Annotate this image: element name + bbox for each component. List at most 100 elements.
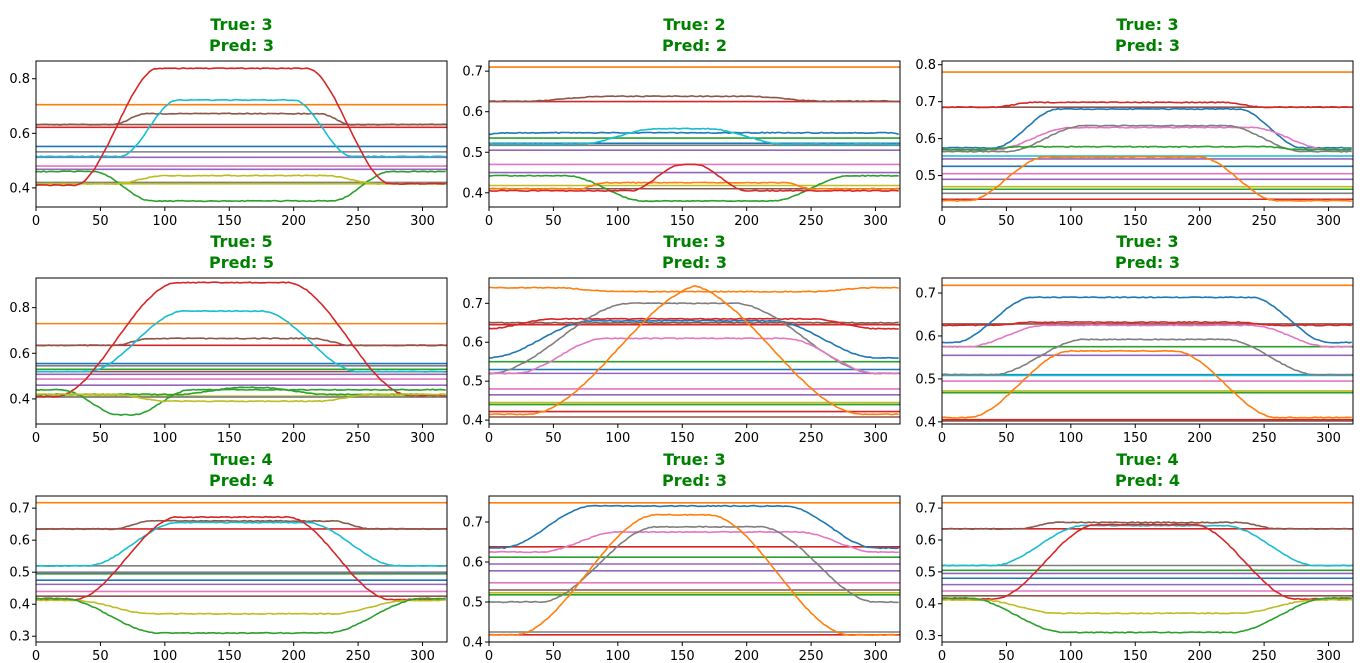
subplot: True: 3 Pred: 3 0 50 100 150 200 250 300 0.4 0.5 0.… — [915, 232, 1354, 446]
subplot: True: 3 Pred: 3 0 50 100 150 200 250 300 0.4 0.5 0.… — [462, 450, 901, 663]
series-line — [489, 317, 899, 330]
x-tick-label: 300 — [1316, 649, 1341, 663]
series-line — [942, 338, 1352, 376]
series-line — [489, 95, 899, 103]
subplot-title-true: True: 3 — [663, 232, 725, 251]
series-line — [942, 523, 1352, 601]
x-tick-label: 100 — [152, 649, 177, 663]
subplot-title-pred: Pred: 3 — [209, 36, 274, 55]
y-tick-label: 0.6 — [915, 533, 936, 548]
y-tick-label: 0.4 — [915, 597, 936, 612]
x-tick-label: 0 — [485, 214, 493, 229]
x-tick-label: 200 — [734, 649, 759, 663]
subplot: True: 4 Pred: 4 0 50 100 150 200 250 300 0.3 0.4 0.… — [915, 450, 1354, 663]
series-line — [36, 388, 446, 417]
x-tick-label: 150 — [1123, 214, 1148, 229]
x-tick-label: 0 — [938, 649, 946, 663]
y-tick-label: 0.5 — [9, 566, 30, 581]
series-line — [942, 155, 1352, 202]
x-tick-label: 50 — [92, 649, 109, 663]
subplot-title-pred: Pred: 2 — [662, 36, 727, 55]
axes-frame — [35, 60, 448, 208]
x-tick-label: 100 — [605, 431, 630, 446]
x-tick-label: 50 — [92, 431, 109, 446]
x-tick-label: 0 — [32, 214, 40, 229]
series-line — [36, 281, 446, 398]
axes-frame — [941, 495, 1354, 643]
subplot-title-true: True: 4 — [1116, 450, 1178, 469]
series-line — [489, 163, 899, 192]
y-tick-label: 0.7 — [9, 502, 30, 517]
x-tick-label: 250 — [799, 214, 824, 229]
y-tick-label: 0.3 — [9, 630, 30, 645]
series-line — [36, 174, 446, 185]
x-tick-label: 300 — [863, 649, 888, 663]
y-tick-label: 0.4 — [9, 392, 30, 407]
y-tick-label: 0.4 — [462, 186, 483, 201]
y-tick-label: 0.6 — [462, 105, 483, 120]
x-tick-label: 150 — [1123, 649, 1148, 663]
series-line — [489, 321, 899, 325]
series-line — [942, 349, 1352, 419]
series-line — [36, 515, 446, 601]
x-tick-label: 200 — [734, 214, 759, 229]
x-tick-label: 150 — [670, 214, 695, 229]
series-line — [489, 530, 899, 554]
y-tick-label: 0.5 — [462, 146, 483, 161]
subplot-title-pred: Pred: 4 — [1115, 471, 1180, 490]
subplot: True: 4 Pred: 4 0 50 100 150 200 250 300 0.3 0.4 0.… — [9, 450, 448, 663]
y-tick-label: 0.6 — [9, 347, 30, 362]
y-tick-label: 0.7 — [915, 502, 936, 517]
x-tick-label: 250 — [1252, 431, 1277, 446]
subplot-title-pred: Pred: 4 — [209, 471, 274, 490]
x-tick-label: 100 — [1058, 431, 1083, 446]
x-tick-label: 100 — [605, 649, 630, 663]
x-tick-label: 50 — [998, 431, 1015, 446]
series-line — [36, 599, 446, 616]
series-line — [942, 107, 1352, 150]
x-tick-label: 250 — [1252, 649, 1277, 663]
y-tick-label: 0.5 — [915, 169, 936, 184]
axes-frame — [35, 495, 448, 643]
subplot-title-true: True: 2 — [663, 15, 725, 34]
series-line — [942, 598, 1352, 615]
x-tick-label: 50 — [545, 431, 562, 446]
x-tick-label: 250 — [346, 649, 371, 663]
x-tick-label: 300 — [410, 431, 435, 446]
subplot-title-pred: Pred: 3 — [662, 471, 727, 490]
series-line — [36, 597, 446, 635]
series-line — [489, 127, 899, 146]
x-tick-label: 150 — [217, 431, 242, 446]
subplot-title-true: True: 3 — [1116, 15, 1178, 34]
series-line — [942, 296, 1352, 344]
subplot: True: 3 Pred: 3 0 50 100 150 200 250 300 0.4 0.5 0.… — [462, 232, 901, 446]
x-tick-label: 100 — [605, 214, 630, 229]
x-tick-label: 200 — [281, 431, 306, 446]
subplot: True: 5 Pred: 5 0 50 100 150 200 250 300 0.4 0.6 0.… — [9, 232, 448, 446]
y-tick-label: 0.6 — [9, 127, 30, 142]
x-tick-label: 0 — [32, 431, 40, 446]
axes-frame — [941, 60, 1354, 208]
subplot-title-true: True: 4 — [210, 450, 272, 469]
y-tick-label: 0.7 — [462, 297, 483, 312]
x-tick-label: 200 — [1187, 214, 1212, 229]
axes-frame — [488, 277, 901, 425]
series-line — [489, 181, 899, 190]
y-tick-label: 0.5 — [915, 372, 936, 387]
x-tick-label: 100 — [1058, 649, 1083, 663]
subplot-title-true: True: 3 — [663, 450, 725, 469]
x-tick-label: 50 — [998, 649, 1015, 663]
series-line — [942, 320, 1352, 327]
x-tick-label: 200 — [1187, 431, 1212, 446]
y-tick-label: 0.5 — [915, 565, 936, 580]
subplot-title-pred: Pred: 3 — [662, 253, 727, 272]
subplot: True: 3 Pred: 3 0 50 100 150 200 250 300 0.5 0.6 0.… — [915, 15, 1354, 229]
y-tick-label: 0.8 — [915, 58, 936, 73]
series-line — [36, 309, 446, 373]
y-tick-label: 0.6 — [462, 336, 483, 351]
y-tick-label: 0.7 — [462, 65, 483, 80]
series-line — [36, 393, 446, 403]
subplot: True: 3 Pred: 3 0 50 100 150 200 250 300 0.4 0.6 0.… — [9, 15, 448, 229]
x-tick-label: 150 — [217, 649, 242, 663]
y-tick-label: 0.7 — [915, 287, 936, 302]
